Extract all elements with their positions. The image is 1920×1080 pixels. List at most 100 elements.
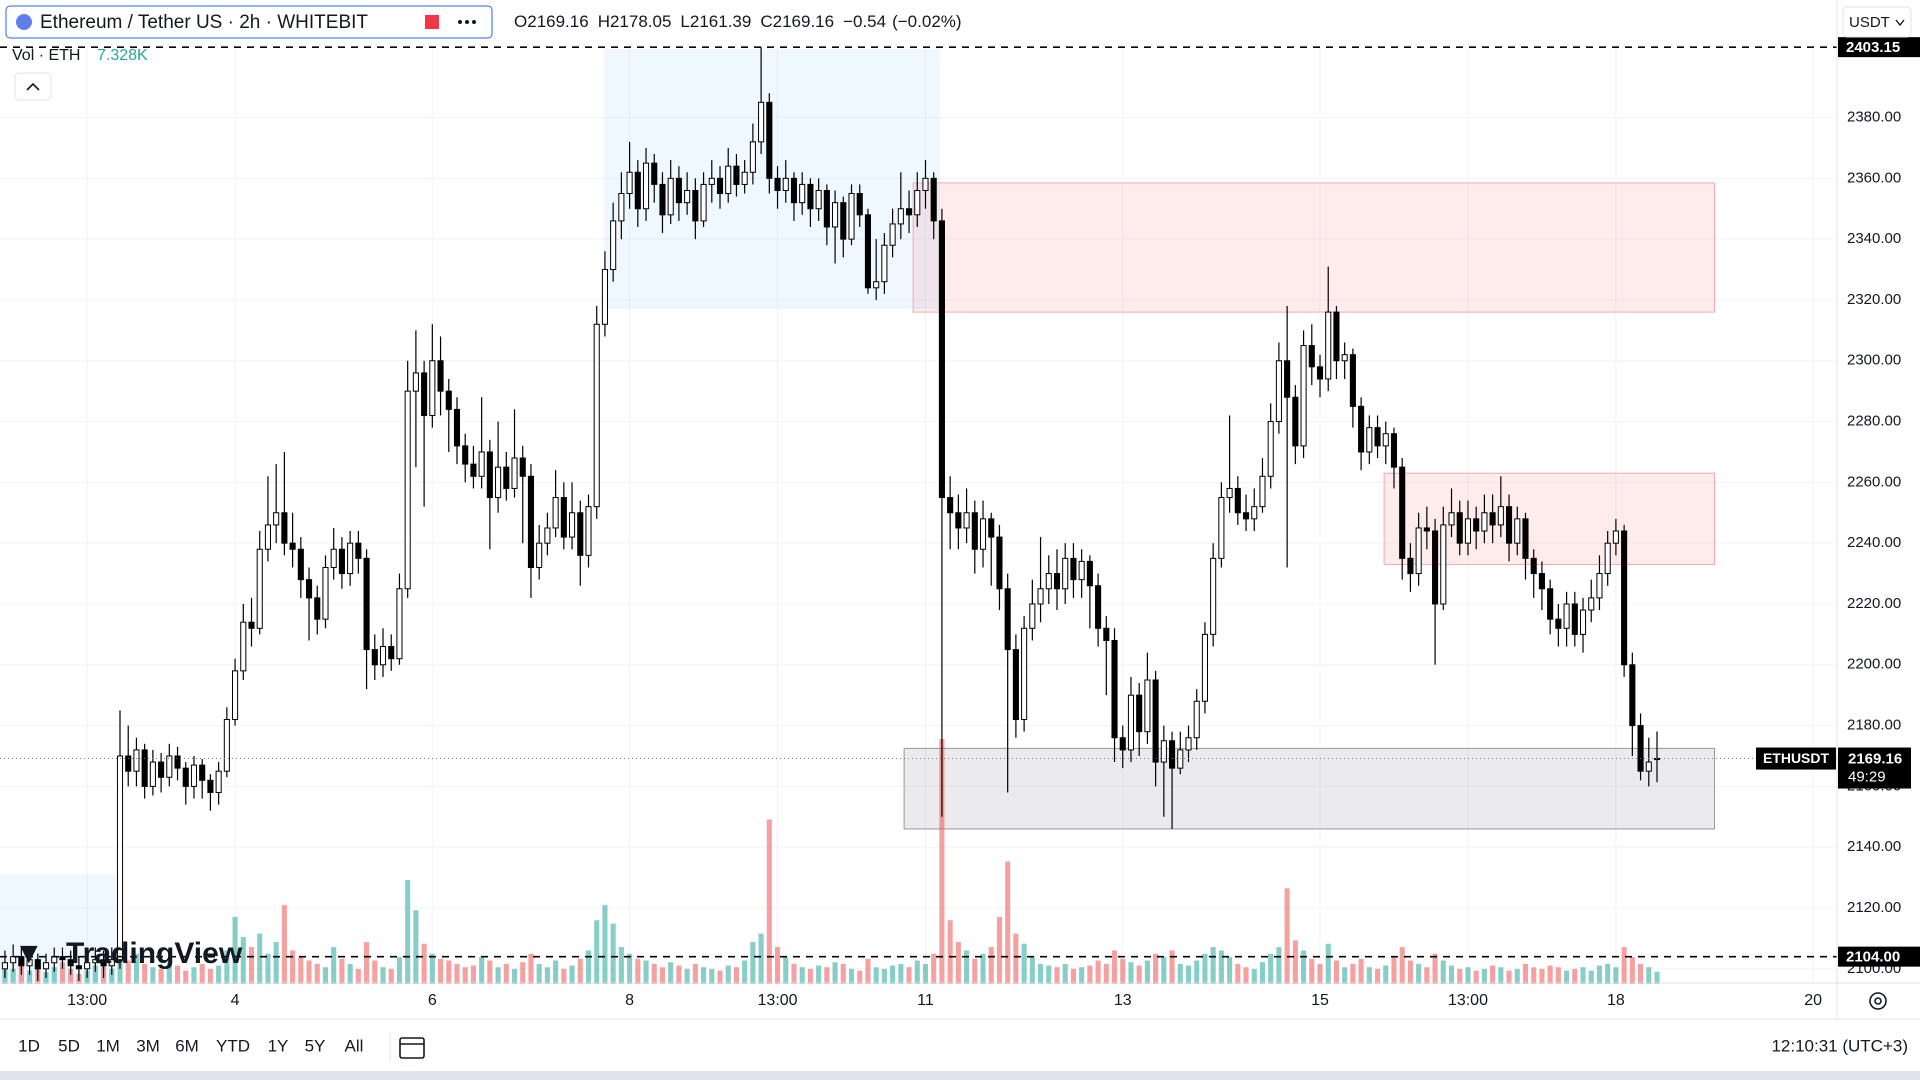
plot-area [0, 43, 1837, 984]
volume-bar [380, 967, 386, 984]
dropdown-icon [1895, 19, 1905, 27]
range-button[interactable]: All [345, 1036, 364, 1055]
volume-bar [807, 968, 813, 984]
currency-label[interactable]: USDT [1849, 14, 1890, 31]
volume-bar [544, 967, 550, 984]
volume-bar [1103, 963, 1109, 984]
volume-bar [1243, 967, 1249, 984]
candle-body [1070, 557, 1077, 581]
candle-body [741, 171, 748, 185]
candle-body [1571, 603, 1578, 635]
volume-bar [1029, 957, 1035, 984]
candle-body [634, 171, 641, 210]
volume-bar [890, 965, 896, 984]
symbol-box[interactable] [5, 5, 493, 39]
volume-bar [816, 965, 822, 984]
candle-body [18, 956, 25, 967]
calendar-button[interactable] [399, 1037, 425, 1059]
candle-body [799, 183, 806, 204]
volume-bar [1013, 933, 1019, 984]
volume-bar [898, 963, 904, 984]
volume-bar [290, 950, 296, 984]
candle-body [445, 390, 452, 410]
last-price-box [1838, 747, 1911, 789]
candle-body [1563, 603, 1570, 629]
volume-bar [692, 963, 698, 984]
candle-body [1612, 530, 1619, 544]
volume-bar [429, 953, 435, 984]
currency-button[interactable] [1842, 6, 1912, 38]
volume-bar [1588, 970, 1594, 984]
volume-bar [602, 905, 608, 984]
y-tick-label: 2300.00 [1847, 352, 1901, 369]
volume-bar [1572, 968, 1578, 984]
volume-bar [922, 963, 929, 984]
y-tick-label: 2220.00 [1847, 595, 1901, 612]
volume-bar [1317, 963, 1323, 984]
candle-body [1004, 588, 1011, 651]
candle-body [873, 281, 880, 289]
candle-body [371, 649, 378, 666]
volume-bar [421, 943, 427, 984]
candle-body [1251, 506, 1258, 520]
volume-bar [298, 957, 304, 984]
more-button[interactable] [458, 20, 476, 24]
volume-bar [725, 965, 731, 984]
candle-body [26, 959, 33, 967]
collapse-button[interactable] [14, 72, 52, 101]
clock[interactable]: 12:10:31 (UTC+3) [1771, 1036, 1908, 1055]
range-button[interactable]: YTD [216, 1036, 250, 1055]
candle-body [1522, 518, 1529, 559]
volume-bar [1391, 957, 1397, 984]
volume-bar [388, 968, 394, 984]
volume-bar [1095, 960, 1101, 984]
volume-bar [273, 942, 279, 984]
candle-body [1267, 421, 1274, 477]
range-button[interactable]: 1D [18, 1036, 40, 1055]
candle-body [1242, 512, 1250, 520]
symbol-title[interactable]: Ethereum / Tether US · 2h · WHITEBIT [40, 12, 368, 33]
range-button[interactable]: 5D [58, 1036, 80, 1055]
candle-body [642, 162, 650, 210]
volume-bar [1473, 970, 1479, 984]
range-button[interactable]: 6M [175, 1036, 199, 1055]
settings-button[interactable] [1869, 992, 1887, 1010]
volume-bar [668, 962, 674, 984]
volume-bar [635, 958, 641, 984]
y-tick-label: 2340.00 [1847, 230, 1901, 247]
range-button[interactable]: 3M [136, 1036, 160, 1055]
watermark: TradingView [66, 937, 243, 970]
candle-body [1588, 597, 1595, 611]
candle-body [42, 962, 50, 970]
volume-bar [92, 965, 98, 984]
candle-body [897, 208, 904, 225]
flag-icon[interactable] [425, 15, 439, 29]
zone [903, 747, 1716, 830]
volume-bar [68, 968, 74, 984]
volume-bar [996, 916, 1003, 984]
volume-bar [248, 947, 255, 984]
candle-body [1095, 585, 1102, 629]
candle-body [889, 223, 896, 246]
volume-bar [405, 879, 411, 984]
axes: 2100.002120.002140.002160.002180.002200.… [67, 37, 1920, 1009]
candle-body [823, 189, 830, 228]
candle-body [470, 463, 477, 477]
volume-bar [774, 947, 781, 984]
candle-body [174, 755, 181, 769]
volume-bar [1309, 958, 1315, 984]
volume-bar [59, 962, 66, 984]
candle-body [182, 767, 189, 787]
volume-title: Vol · ETH [12, 47, 80, 64]
range-toolbar: 1D 5D 1M 3M 6M YTD 1Y 5Y All [18, 1036, 363, 1055]
candle-body [610, 220, 617, 271]
range-button[interactable]: 5Y [305, 1036, 326, 1055]
range-button[interactable]: 1Y [268, 1036, 289, 1055]
candle-body [848, 193, 855, 240]
countdown: 49:29 [1848, 769, 1886, 786]
volume-bar [955, 942, 961, 984]
volume-bar [1465, 967, 1471, 984]
candle-body [749, 141, 756, 173]
candle-body [1555, 618, 1562, 629]
range-button[interactable]: 1M [96, 1036, 120, 1055]
